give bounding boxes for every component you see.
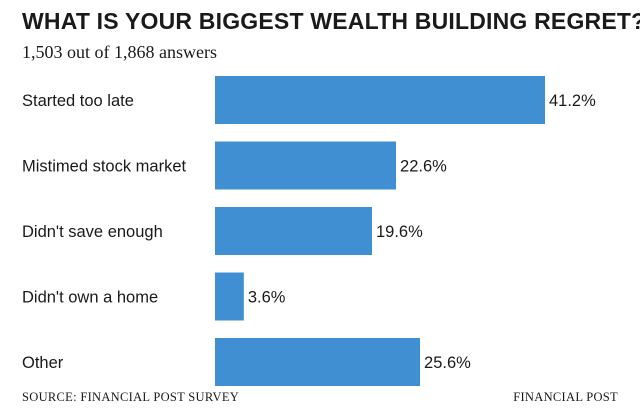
category-label: Mistimed stock market (22, 158, 187, 176)
category-label: Didn't own a home (22, 289, 158, 307)
category-label: Other (22, 354, 64, 372)
bar (215, 141, 397, 190)
bar (215, 76, 545, 124)
value-label: 41.2% (549, 92, 596, 110)
bar (215, 207, 372, 255)
bar (215, 272, 244, 321)
chart-title: WHAT IS YOUR BIGGEST WEALTH BUILDING REG… (22, 8, 640, 34)
category-label: Started too late (22, 92, 134, 110)
chart-subtitle: 1,503 out of 1,868 answers (22, 42, 217, 62)
publisher-credit: FINANCIAL POST (513, 390, 618, 404)
value-label: 22.6% (400, 158, 447, 176)
category-label: Didn't save enough (22, 223, 163, 241)
value-label: 3.6% (248, 289, 286, 307)
source-note: SOURCE: FINANCIAL POST SURVEY (22, 390, 240, 404)
value-label: 25.6% (424, 354, 471, 372)
value-label: 19.6% (376, 223, 423, 241)
bar (215, 338, 421, 386)
